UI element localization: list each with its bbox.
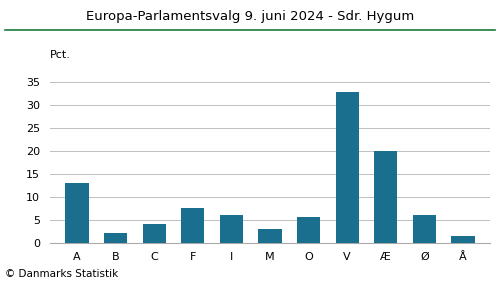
Bar [181,208,204,243]
Bar [336,92,359,243]
Bar [104,233,127,243]
Bar [220,215,243,243]
Text: Europa-Parlamentsvalg 9. juni 2024 - Sdr. Hygum: Europa-Parlamentsvalg 9. juni 2024 - Sdr… [86,10,414,23]
Bar [142,224,166,243]
Bar [413,215,436,243]
Text: © Danmarks Statistik: © Danmarks Statistik [5,269,118,279]
Text: Pct.: Pct. [50,50,71,60]
Bar [452,236,474,243]
Bar [66,183,88,243]
Bar [374,151,398,243]
Bar [297,217,320,243]
Bar [258,229,281,243]
